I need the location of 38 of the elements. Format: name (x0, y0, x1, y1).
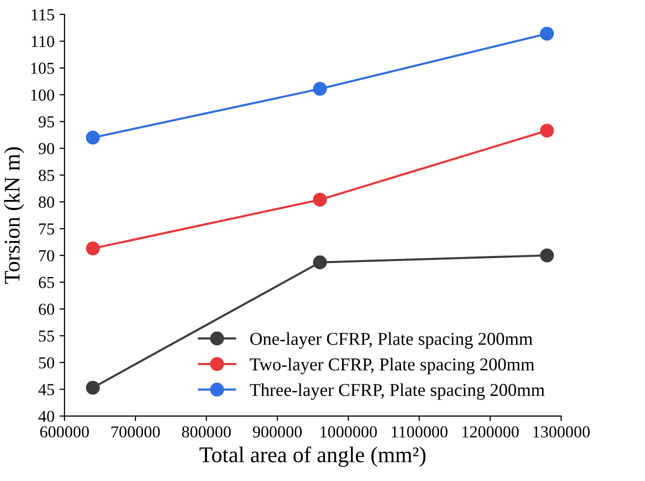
y-tick-label: 40 (38, 410, 54, 422)
y-tick-label: 65 (38, 276, 54, 288)
y-tick-label: 90 (38, 143, 54, 154)
point (312, 192, 327, 207)
point (540, 26, 554, 41)
y-tick-label: 105 (31, 62, 54, 74)
x-tick-label: 900000 (252, 426, 302, 438)
y-axis-title: Torsion (kN m) (4, 147, 24, 284)
y-tick-label: 45 (38, 384, 54, 396)
y-tick-label: 60 (38, 304, 54, 315)
y-tick-label: 85 (38, 170, 54, 182)
legend-label: Three-layer CFRP, Plate spacing 200mm (250, 383, 545, 400)
y-tick-label: 115 (32, 9, 54, 20)
y-tick-label: 70 (39, 250, 54, 262)
y-tick-label: 80 (38, 196, 54, 208)
point (540, 124, 554, 138)
x-tick-label: 800000 (182, 426, 231, 438)
point (312, 255, 327, 270)
point (540, 248, 554, 262)
x-tick-label: 1300000 (533, 426, 590, 438)
x-tick-label: 600000 (40, 426, 89, 438)
y-tick-label: 55 (39, 330, 54, 342)
legend-label: One-layer CFRP, Plate spacing 200mm (250, 332, 533, 349)
x-tick-label: 1200000 (462, 426, 519, 438)
point (86, 380, 100, 395)
y-tick-label: 50 (39, 357, 54, 368)
x-axis-title: Total area of angle (mm²) (200, 446, 426, 467)
x-tick-label: 1000000 (320, 426, 377, 438)
y-tick-label: 75 (39, 224, 54, 235)
x-tick-label: 1100000 (392, 426, 448, 438)
y-tick-label: 95 (38, 116, 54, 128)
y-tick-label: 100 (31, 89, 54, 101)
point (86, 242, 100, 256)
legend-label: Two-layer CFRP, Plate spacing 200mm (250, 358, 534, 374)
point (86, 130, 100, 145)
point (312, 82, 327, 96)
x-tick-label: 700000 (112, 426, 160, 438)
y-tick-label: 110 (32, 36, 54, 48)
